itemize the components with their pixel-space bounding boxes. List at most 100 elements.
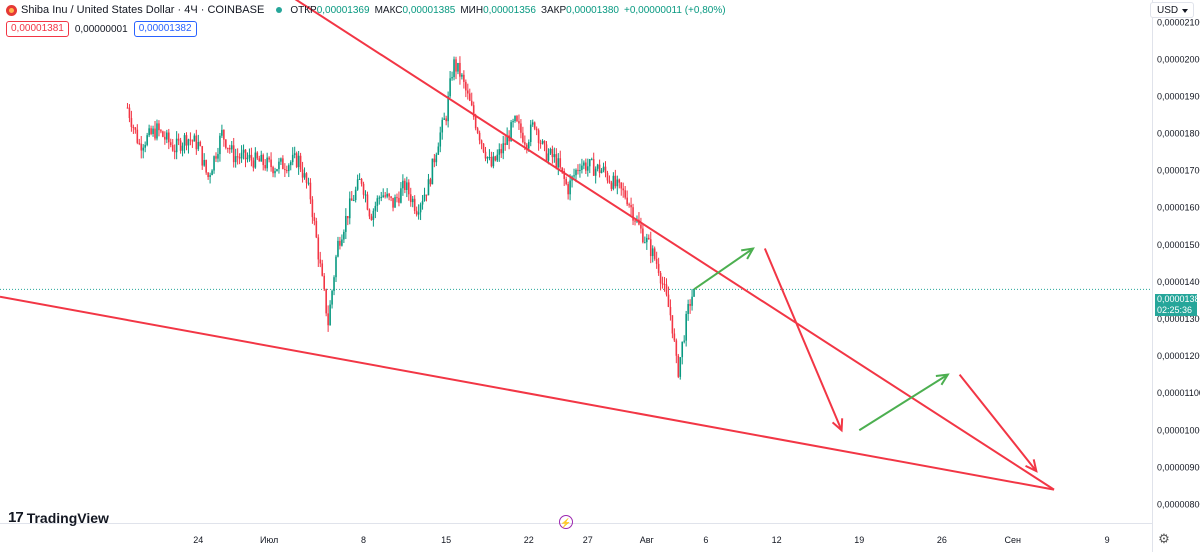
candle — [164, 131, 166, 145]
currency-select[interactable]: USD — [1150, 2, 1194, 18]
candle — [213, 155, 215, 174]
candle — [520, 119, 522, 139]
candle — [350, 191, 353, 201]
candle — [173, 144, 176, 160]
candle — [620, 182, 623, 196]
tradingview-wordmark: TradingView — [26, 509, 109, 526]
y-tick-label: 0,00001400 — [1157, 277, 1200, 287]
candle — [457, 62, 459, 75]
candle — [486, 156, 489, 164]
x-tick-label: 24 — [193, 535, 203, 545]
candle — [522, 126, 524, 144]
tradingview-logo[interactable]: 17 TradingView — [8, 509, 109, 526]
candle — [500, 143, 503, 158]
candle — [687, 299, 689, 321]
candle — [581, 158, 583, 174]
candle — [376, 195, 379, 212]
candle — [590, 157, 593, 161]
candle — [587, 158, 589, 177]
candle — [236, 148, 239, 165]
candle — [606, 170, 609, 184]
y-tick-label: 0,00001800 — [1157, 129, 1200, 139]
candle — [258, 155, 261, 162]
settings-gear-icon[interactable]: ⚙ — [1158, 531, 1170, 546]
market-status-icon — [276, 7, 283, 13]
candle — [402, 174, 404, 196]
candle — [256, 151, 259, 161]
candle — [360, 177, 363, 187]
candle — [441, 117, 444, 140]
candle — [608, 175, 611, 184]
candle — [132, 124, 135, 134]
candle — [370, 213, 373, 221]
x-tick-label: 19 — [854, 535, 864, 545]
events-lightning-icon[interactable]: ⚡ — [559, 515, 573, 529]
candle — [223, 129, 225, 147]
candle — [443, 112, 445, 120]
candle — [693, 289, 695, 297]
candle — [673, 328, 676, 342]
candle — [169, 138, 172, 148]
candle — [301, 161, 304, 183]
candle — [358, 173, 361, 180]
candle — [207, 172, 209, 180]
y-tick-label: 0,00001100 — [1157, 388, 1200, 398]
y-tick-label: 0,00001700 — [1157, 166, 1200, 176]
candle — [362, 181, 365, 199]
candle — [468, 88, 471, 102]
sell-button[interactable]: 0,00001381 — [6, 21, 69, 37]
candle — [266, 152, 268, 172]
candle — [152, 125, 154, 137]
candle — [307, 177, 310, 186]
plot-area — [0, 0, 1152, 491]
candle — [539, 139, 542, 149]
buy-button[interactable]: 0,00001382 — [133, 21, 197, 37]
candle — [250, 147, 253, 167]
candle — [516, 114, 518, 123]
candle — [482, 143, 485, 154]
candle — [246, 152, 249, 163]
candle — [244, 149, 247, 168]
symbol-title[interactable]: Shiba Inu / United States Dollar · 4Ч · … — [21, 4, 265, 16]
candle — [392, 197, 394, 212]
candle — [197, 134, 200, 152]
candle — [508, 130, 510, 150]
forecast-arrow — [693, 247, 755, 291]
candle — [463, 70, 465, 89]
candle — [433, 153, 436, 168]
chart-header: Shiba Inu / United States Dollar · 4Ч · … — [6, 3, 731, 17]
quote-boxes: 0,00001381 0,00000001 0,00001382 — [6, 21, 197, 37]
ohlc-low: МИН0,00001356 — [460, 5, 536, 16]
candle — [598, 159, 601, 178]
candle — [230, 140, 233, 153]
candle — [280, 157, 282, 165]
candle — [543, 140, 546, 152]
candle — [565, 176, 567, 186]
candle — [384, 191, 386, 199]
candle — [331, 289, 333, 309]
candle — [175, 131, 178, 160]
candle — [337, 236, 339, 258]
candle — [646, 233, 648, 250]
candle — [518, 114, 520, 130]
candle — [211, 169, 213, 176]
candle — [199, 140, 202, 147]
candle — [144, 141, 146, 153]
candle — [195, 129, 198, 155]
candle — [264, 159, 266, 171]
last-price-label: 0,00001380 02:25:36 — [1155, 294, 1200, 316]
candle — [647, 234, 650, 240]
candle — [390, 195, 392, 202]
x-tick-label: Авг — [640, 535, 655, 545]
candle — [396, 193, 398, 203]
x-tick-label: 8 — [361, 535, 366, 545]
candle — [567, 181, 569, 200]
candle — [563, 168, 565, 186]
candle — [592, 152, 595, 176]
candle — [234, 148, 237, 168]
candle — [533, 121, 536, 131]
candle — [557, 153, 560, 176]
candle — [268, 156, 270, 163]
candle — [167, 128, 170, 150]
